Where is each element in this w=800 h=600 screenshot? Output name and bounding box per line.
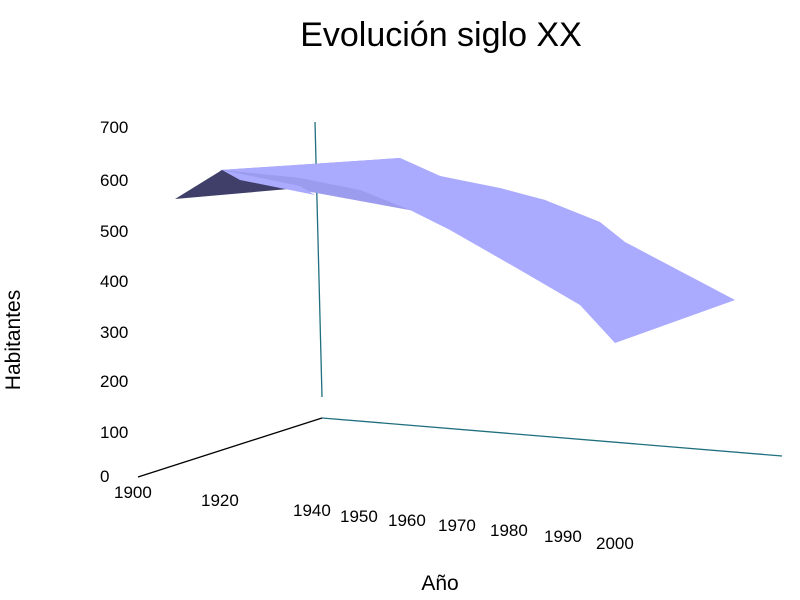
x-tick-label: 1980 [490, 521, 528, 540]
y-axis-title: Habitantes [2, 290, 25, 390]
surface-shadow-segment [175, 170, 300, 199]
x-axis-front [137, 417, 323, 478]
y-tick-label: 200 [100, 372, 128, 391]
x-tick-label: 1940 [293, 501, 331, 520]
x-tick-label: 1960 [388, 511, 426, 530]
y-tick-label: 300 [100, 323, 128, 342]
surface-front-segment [222, 158, 735, 343]
y-tick-label: 500 [100, 222, 128, 241]
y-tick-label: 400 [100, 272, 128, 291]
y-tick-label: 600 [100, 171, 128, 190]
depth-axis [321, 417, 783, 457]
x-tick-label: 1950 [340, 507, 378, 526]
y-tick-labels: 0 100 200 300 400 500 600 700 [100, 118, 128, 486]
x-tick-label: 1920 [201, 491, 239, 510]
surface [175, 158, 735, 343]
surface-left-segment [222, 170, 315, 195]
x-axis-title: Año [421, 572, 458, 595]
x-tick-label: 1900 [114, 483, 152, 502]
x-tick-labels: 1900 1920 1940 1950 1960 1970 1980 1990 2000 [114, 483, 634, 553]
x-tick-label: 1990 [544, 527, 582, 546]
y-tick-label: 700 [100, 118, 128, 137]
x-tick-label: 1970 [438, 516, 476, 535]
y-tick-label: 100 [100, 423, 128, 442]
y-tick-label: 0 [100, 467, 109, 486]
z-axis-vertical [314, 121, 323, 398]
x-tick-label: 2000 [596, 534, 634, 553]
chart-title: Evolución siglo XX [300, 16, 582, 54]
